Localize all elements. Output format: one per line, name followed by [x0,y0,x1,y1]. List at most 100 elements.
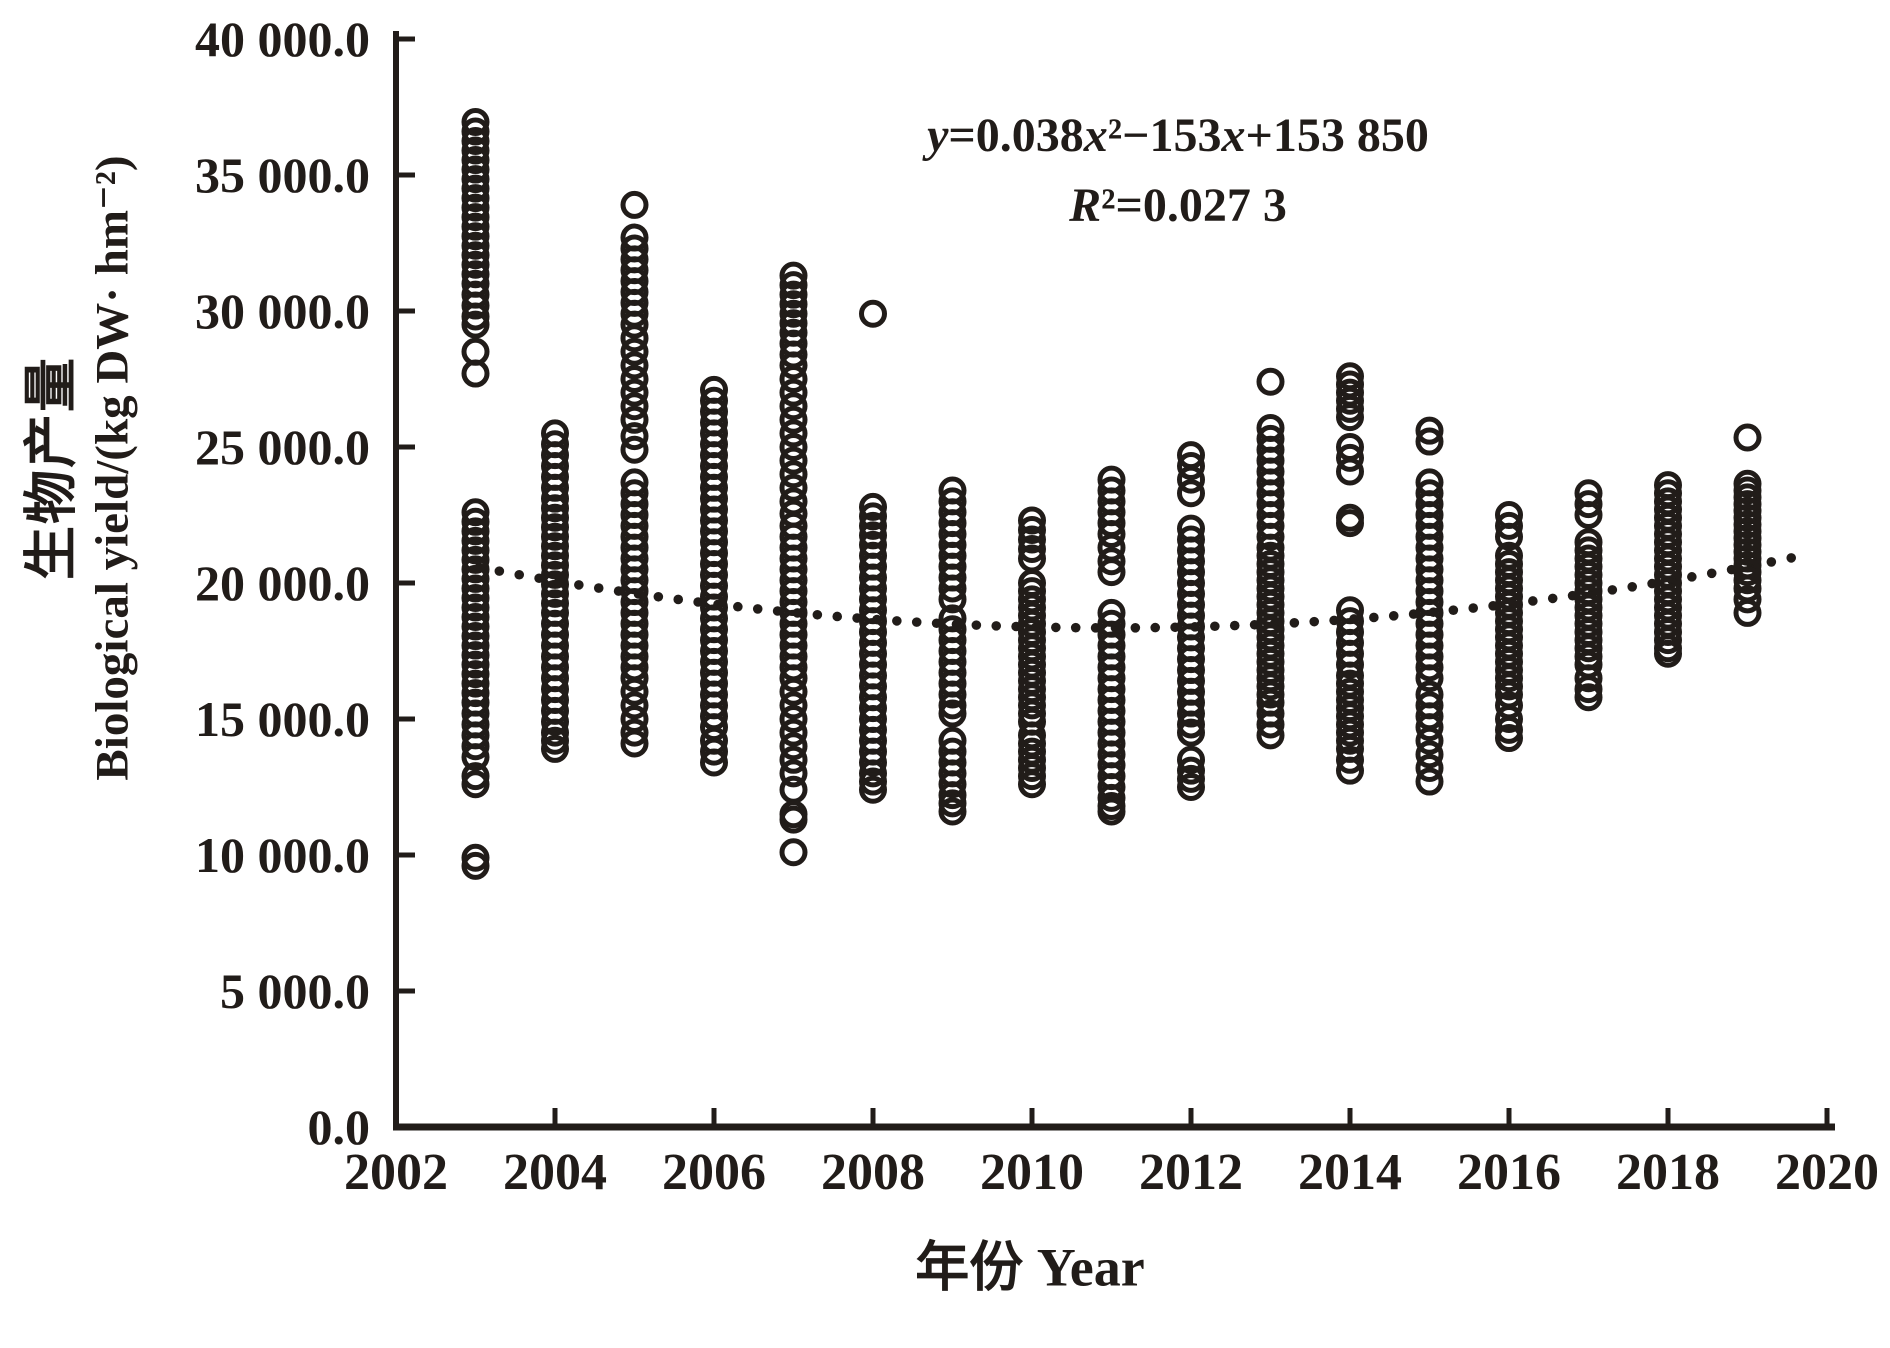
data-point-circle [859,511,887,540]
trend-line-dot [1627,582,1638,592]
data-point-circle [461,136,490,165]
data-point-circle [1495,522,1523,551]
data-point-circle [1018,691,1046,720]
trend-line-dot [971,620,982,630]
trend-line-dot [653,591,664,602]
data-point-circle [1097,547,1126,576]
data-point-circle [461,574,490,603]
data-point-circle [461,583,490,612]
y-tick-label: 0.0 [308,1099,371,1155]
data-point-circle [1495,672,1523,701]
trend-line-dot [733,601,743,612]
trend-line-dot [1607,585,1618,595]
data-point-circle [541,513,569,542]
data-point-circle [1654,639,1682,668]
x-tick-label: 2014 [1298,1144,1402,1201]
data-point-circle [1574,683,1603,712]
data-point-circle [461,660,490,689]
data-point-circle [461,291,490,320]
trend-line-dot [1229,620,1240,631]
data-point-circle [1733,598,1762,627]
data-point-circle [620,351,649,380]
data-point-circle [859,502,887,531]
trend-line-dot [1070,622,1081,633]
data-point-circle [1256,710,1285,739]
data-point-circle [1415,740,1444,769]
data-point-circle [779,280,808,309]
data-point-circle [859,759,887,788]
data-point-circle [1336,509,1364,538]
data-point-circle [779,392,808,421]
data-point-circle [1495,724,1523,753]
data-point-circle [461,564,490,593]
data-point-circle [461,762,490,791]
data-point-circle [1574,675,1603,704]
data-point-circle [541,541,569,570]
data-point-circle [461,250,490,279]
data-point-circle [1733,566,1762,595]
data-point-circle [461,155,490,184]
data-point-circle [779,759,808,788]
data-point-circle [1415,753,1444,782]
data-point-circle [779,419,808,448]
data-point-circle [1177,710,1205,739]
trend-line-dot [494,566,505,576]
data-point-circle [1415,427,1444,456]
trend-line-dot [1468,603,1479,613]
data-point-circle [779,460,808,489]
data-point-circle [620,677,649,706]
data-point-circle [461,498,490,527]
data-point-circle [700,748,728,777]
data-point-circle [620,190,649,219]
data-point-circle [1336,394,1364,423]
trend-line-dot [514,569,525,580]
data-point-circle [461,231,490,260]
data-point-circle [1018,535,1046,563]
data-point-circle [1574,634,1603,663]
trend-line-dot [752,604,763,614]
data-point-circle [541,726,569,755]
data-point-circle [1256,672,1285,701]
data-point-circle [620,365,649,393]
data-point-circle [779,718,808,747]
data-point-circle [461,603,490,631]
data-point-circle [541,551,569,580]
data-point-circle [1733,585,1762,614]
regression-equation: y=0.038x²−153x+153 850 [927,109,1429,162]
data-point-circle [779,351,808,380]
data-point-circle [461,184,490,213]
data-point-circle [1336,443,1364,472]
trend-line-dot [892,616,902,626]
data-point-circle [1495,664,1523,693]
data-point-circle [1256,680,1285,709]
data-point-circle [1415,726,1444,755]
data-point-circle [461,165,490,194]
data-point-circle [541,494,569,523]
trend-line-dot [1130,622,1141,633]
data-point-circle [1415,653,1444,682]
trend-line-dot [1150,622,1161,633]
x-tick-label: 2012 [1139,1144,1243,1201]
data-point-circle [1336,457,1364,486]
data-point-circle [779,664,808,693]
data-point-circle [1574,664,1603,693]
data-point-circle [1018,515,1046,544]
data-point-circle [779,473,808,502]
data-point-circle [461,212,490,241]
data-point-circle [779,838,808,867]
data-point-circle [461,555,490,584]
data-point-circle [461,203,490,232]
y-tick-label: 20 000.0 [195,555,370,611]
trend-line-dot [1766,557,1777,567]
y-tick-label: 30 000.0 [195,283,370,339]
data-point-circle [1018,770,1046,799]
data-point-circle [1177,452,1205,481]
data-point-circle [620,691,649,720]
data-point-circle [620,378,649,407]
x-axis-title: 年份 Year [915,1237,1145,1298]
data-point-circle [461,146,490,175]
data-point-circle [461,107,490,136]
trend-line-dot [1210,621,1220,632]
data-point-circle [1415,664,1444,693]
